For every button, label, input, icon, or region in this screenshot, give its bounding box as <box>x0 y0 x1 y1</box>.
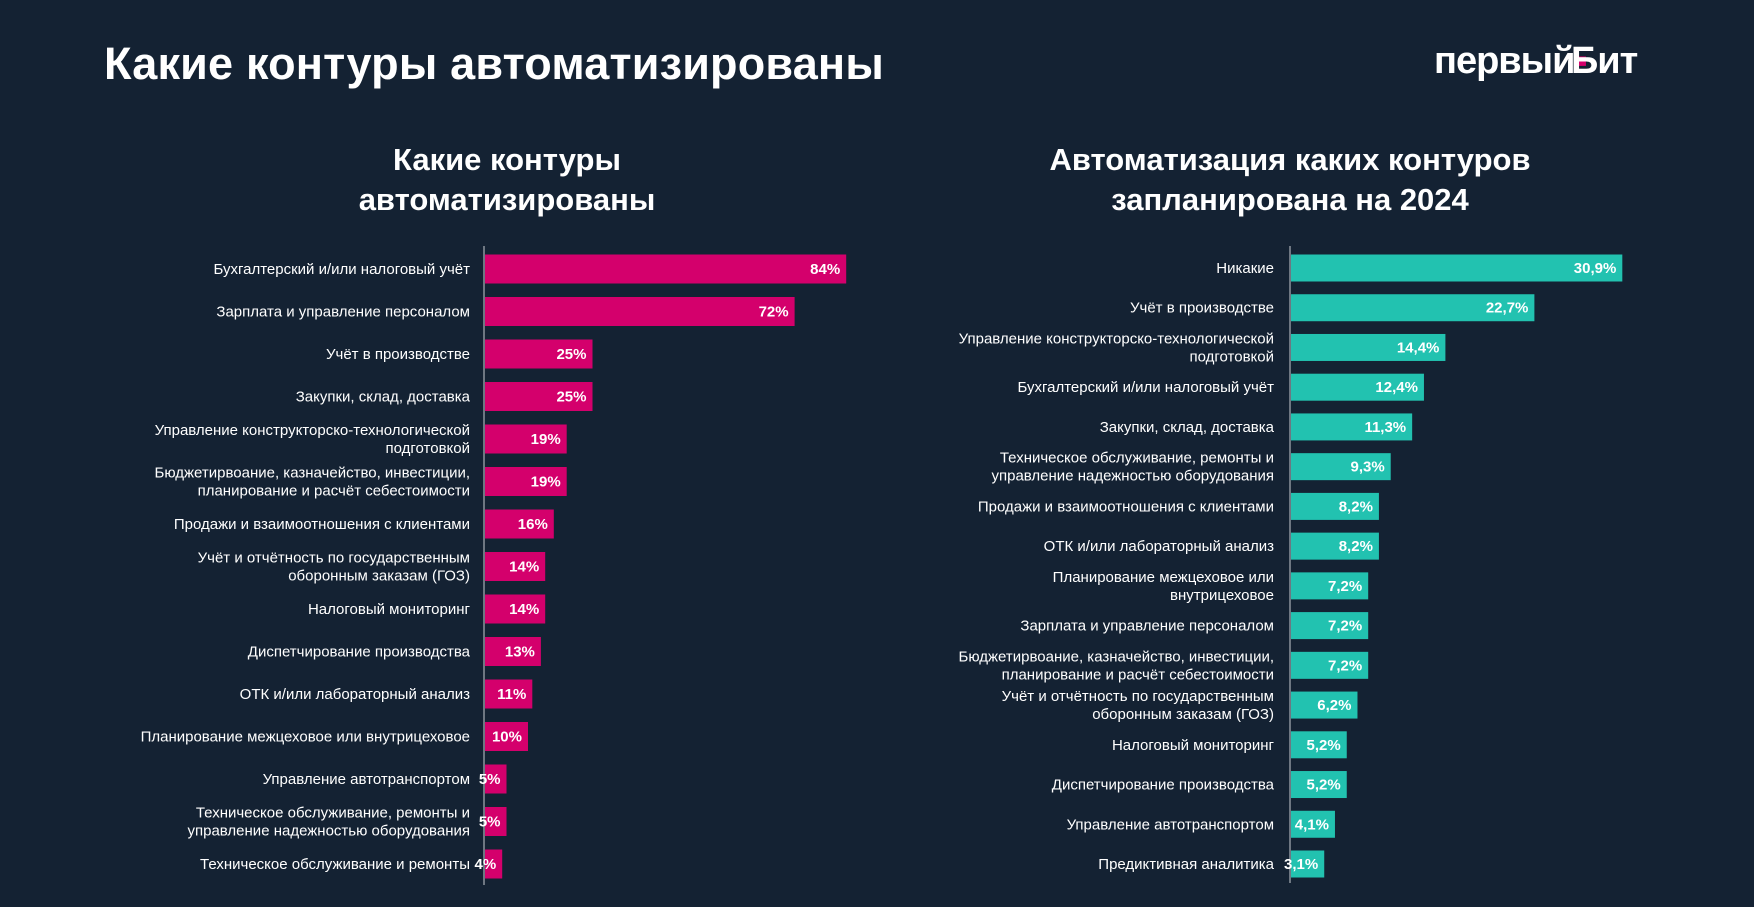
right-chart-title: Автоматизация каких контуров запланирова… <box>1010 140 1570 220</box>
left-chart-title-line: Какие контуры <box>393 142 621 177</box>
value-label: 72% <box>759 304 789 321</box>
category-label: Учёт в производстве <box>326 346 470 363</box>
right-chart-title-line: запланирована на 2024 <box>1111 182 1469 217</box>
value-label: 25% <box>556 389 586 406</box>
category-label: планирование и расчёт себестоимости <box>198 483 470 500</box>
bar <box>485 637 541 666</box>
logo-text-right: ит <box>1597 40 1638 82</box>
bar <box>485 339 593 369</box>
bar <box>485 297 795 326</box>
right-chart-title-line: Автоматизация каких контуров <box>1049 142 1531 177</box>
logo-text-left: первый <box>1434 40 1575 82</box>
value-label: 4% <box>475 856 497 873</box>
bar <box>485 764 507 794</box>
category-label: Продажи и взаимоотношения с клиентами <box>174 516 470 533</box>
value-label: 19% <box>531 431 561 448</box>
bar <box>485 424 567 454</box>
bar <box>485 509 554 539</box>
bar <box>485 849 503 879</box>
category-label: Бухгалтерский и/или налоговый учёт <box>213 261 470 278</box>
bar <box>485 722 528 751</box>
bar <box>485 594 546 624</box>
left-chart-title: Какие контуры автоматизированы <box>287 140 727 220</box>
bar <box>485 382 593 411</box>
value-label: 16% <box>518 516 548 533</box>
category-label: Планирование межцеховое или внутрицехово… <box>141 729 470 746</box>
bar <box>485 467 567 496</box>
category-label: Техническое обслуживание, ремонты и <box>196 805 470 822</box>
category-label: Зарплата и управление персоналом <box>216 304 470 321</box>
category-label: подготовкой <box>385 440 470 457</box>
category-label: Налоговый мониторинг <box>308 601 471 618</box>
value-label: 14% <box>509 601 539 618</box>
left-chart-title-line: автоматизированы <box>358 182 656 217</box>
brand-logo: первый▪Бит <box>1434 40 1638 83</box>
category-label: Диспетчирование производства <box>248 644 471 661</box>
logo-mark: Б <box>1570 40 1598 82</box>
value-label: 84% <box>810 261 840 278</box>
category-label: Техническое обслуживание и ремонты <box>200 856 470 873</box>
value-label: 5% <box>479 771 501 788</box>
value-label: 5% <box>479 814 501 831</box>
category-label: Управление конструкторско-технологическо… <box>155 422 470 439</box>
category-label: Управление автотранспортом <box>263 771 470 788</box>
bar <box>485 552 546 581</box>
bar <box>485 679 533 709</box>
category-label: Бюджетирвоание, казначейство, инвестиции… <box>154 465 470 482</box>
category-label: оборонным заказам (ГОЗ) <box>288 568 470 585</box>
value-label: 19% <box>531 474 561 491</box>
logo-dot-mark: ▪ <box>1574 40 1588 82</box>
value-label: 14% <box>509 559 539 576</box>
value-label: 10% <box>492 729 522 746</box>
value-label: 11% <box>497 686 526 703</box>
page-title: Какие контуры автоматизированы <box>104 38 884 89</box>
value-label: 13% <box>505 644 535 661</box>
category-label: управление надежностью оборудования <box>188 823 471 840</box>
category-label: ОТК и/или лабораторный анализ <box>240 686 470 703</box>
bar <box>485 254 847 284</box>
value-label: 25% <box>556 346 586 363</box>
bar <box>485 807 507 836</box>
category-label: Учёт и отчётность по государственным <box>198 550 470 567</box>
category-label: Закупки, склад, доставка <box>296 389 471 406</box>
